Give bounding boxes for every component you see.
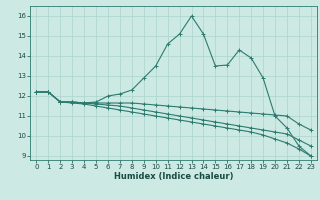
X-axis label: Humidex (Indice chaleur): Humidex (Indice chaleur) (114, 172, 233, 181)
